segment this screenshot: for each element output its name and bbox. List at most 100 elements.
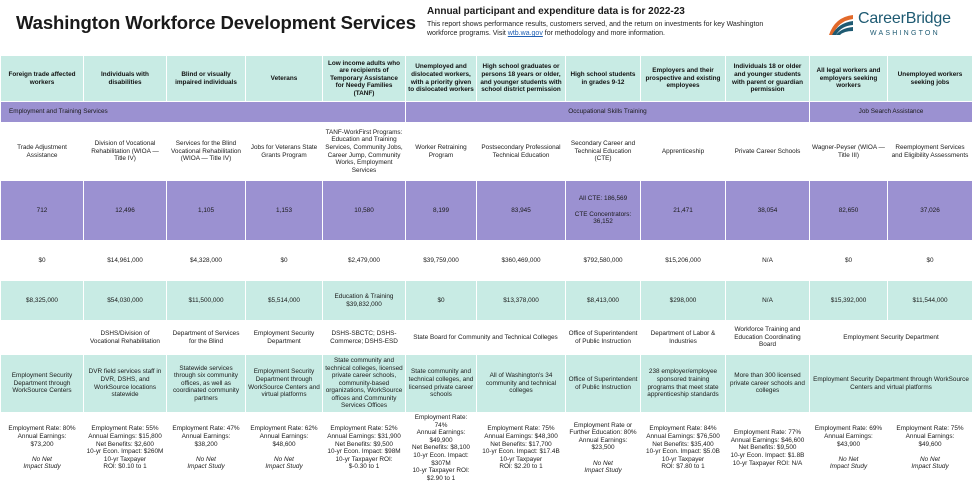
cell-line: Annual Earnings: (824, 432, 873, 440)
cell-line: 10-yr Econ. Impact: $260M (86, 448, 164, 456)
federal-funds-cell: $39,759,000 (405, 240, 477, 281)
category-occupational: Occupational Skills Training (405, 101, 810, 123)
federal-funds-cell: $2,479,000 (322, 240, 406, 281)
cell-line: Impact Study (584, 467, 622, 475)
cell-line: Net Benefits: $2,600 (96, 440, 154, 448)
page-header: Washington Workforce Development Service… (0, 0, 972, 54)
cell-line: ROI: $7.80 to 1 (661, 463, 705, 471)
cell-line: 82,650 (838, 206, 859, 214)
outcome-cell: Employment Rate: 74% Annual Earnings: $49,… (405, 411, 477, 485)
cell-line: 8,199 (433, 206, 449, 214)
note-body: This report shows performance results, c… (427, 20, 792, 38)
cell-line: Employment Rate: 52% (330, 425, 398, 433)
program-name: Wagner-Peyser (WIOA — Title III) (809, 122, 888, 181)
participants-cell: 712 (0, 180, 84, 241)
outcome-cell: Employment Rate: 52% Annual Earnings: $31… (322, 411, 406, 485)
cell-line: Annual Earnings: $76,500 (646, 432, 720, 440)
cell-line (890, 448, 970, 456)
cell-line: $49,600 (918, 440, 942, 448)
cell-line: Employment Rate or (573, 421, 633, 429)
federal-funds-cell: $0 (887, 240, 972, 281)
cell-line: ROI: $2.20 to 1 (499, 463, 543, 471)
outcome-cell: Employment Rate: 47% Annual Earnings: $38,… (166, 411, 246, 485)
delivery-cell: Employment Security Department through W… (809, 354, 972, 413)
cell-line: CTE Concentrators: (574, 210, 632, 218)
program-name: Division of Vocational Rehabilitation (W… (83, 122, 167, 181)
cell-line (812, 448, 885, 456)
col-header: Foreign trade affected workers (0, 55, 84, 102)
services-table: Foreign trade affected workers Individua… (0, 55, 972, 485)
agency-cell: Office of Superintendent of Public Instr… (565, 320, 641, 355)
agency-cell: DSHS/Division of Vocational Rehabilitati… (83, 320, 167, 355)
col-header: Individuals 18 or older and younger stud… (725, 55, 810, 102)
cell-line: $-0.30 to 1 (348, 463, 380, 471)
federal-funds-cell: $360,469,000 (476, 240, 566, 281)
state-funds-row: $8,325,000 $54,030,000 $11,500,000 $5,51… (0, 280, 972, 321)
outcome-cell: Employment Rate: 62% Annual Earnings: $48,… (245, 411, 323, 485)
agency-cell: DSHS-SBCTC; DSHS-Commerce; DSHS-ESD (322, 320, 406, 355)
participants-cell: 1,153 (245, 180, 323, 241)
cell-line (568, 203, 638, 211)
cell-line: N/A (762, 296, 773, 304)
participants-cell: 8,199 (405, 180, 477, 241)
cell-line: 10-yr Taxpayer ROI: N/A (732, 459, 803, 467)
note-heading: Annual participant and expenditure data … (427, 6, 685, 17)
cell-line: Annual Earnings: (416, 429, 466, 437)
cell-line: Impact Study (911, 463, 949, 471)
cell-line: 10-yr Econ. Impact: $17.4B (482, 448, 560, 456)
state-funds-cell: $0 (405, 280, 477, 321)
cell-line: Further Education: 80% (569, 429, 637, 437)
col-header: All legal workers and employers seeking … (809, 55, 888, 102)
state-funds-cell: $8,413,000 (565, 280, 641, 321)
participants-cell: 82,650 (809, 180, 888, 241)
bridge-logo-icon (829, 15, 853, 35)
cell-line: $38,200 (194, 440, 218, 448)
cell-line: Annual Earnings: $15,800 (88, 432, 162, 440)
cell-line: 12,496 (115, 206, 135, 214)
cell-line: Net Benefits: $35,400 (652, 440, 714, 448)
methodology-link[interactable]: wtb.wa.gov (507, 30, 543, 37)
cell-line: All CTE: 186,569 (578, 195, 628, 203)
cell-line (169, 448, 243, 456)
program-name: Jobs for Veterans State Grants Program (245, 122, 323, 181)
cell-line: $39,832,000 (346, 300, 382, 308)
cell-line: No Net (920, 455, 940, 463)
cell-line: $11,500,000 (188, 296, 224, 304)
logo-word-career: Career (858, 10, 906, 27)
cell-line: Employment Rate: 84% (649, 425, 717, 433)
col-header: Individuals with disabilities (83, 55, 167, 102)
cell-line: $8,413,000 (587, 296, 619, 304)
cell-line: Employment Rate: 75% (487, 425, 555, 433)
col-header: High school students in grades 9-12 (565, 55, 641, 102)
delivery-cell: State community and technical colleges, … (405, 354, 477, 413)
state-funds-cell: $11,544,000 (887, 280, 972, 321)
outcome-cell: Employment Rate: 80% Annual Earnings: $73,… (0, 411, 84, 485)
delivery-cell: State community and technical colleges, … (322, 354, 406, 413)
col-header: Employers and their prospective and exis… (640, 55, 726, 102)
cell-line (3, 448, 81, 456)
federal-funds-cell: $0 (0, 240, 84, 281)
logo-word-bridge: Bridge (905, 10, 951, 27)
participants-cell: 10,580 (322, 180, 406, 241)
cell-line: 10-yr Taxpayer ROI: (335, 455, 393, 463)
federal-funds-cell: $15,206,000 (640, 240, 726, 281)
cell-line: No Net (196, 455, 216, 463)
cell-line: Employment Rate: 74% (414, 414, 468, 429)
outcome-cell: Employment Rate: 84% Annual Earnings: $76… (640, 411, 726, 485)
category-employment-training: Employment and Training Services (0, 101, 406, 123)
cell-line: $307M (431, 459, 451, 467)
cell-line: Employment Rate: 77% (733, 429, 802, 437)
participants-cell: 38,054 (725, 180, 810, 241)
cell-line: 38,054 (757, 206, 778, 214)
program-name: Postsecondary Professional Technical Edu… (476, 122, 566, 181)
agency-cell-empty (0, 320, 84, 355)
delivery-cell: DVR field services staff in DVR, DSHS, a… (83, 354, 167, 413)
agency-cell: Employment Security Department (809, 320, 972, 355)
cell-line: $23,500 (591, 444, 615, 452)
federal-funds-cell: $4,328,000 (166, 240, 246, 281)
cell-line: 10-yr Taxpayer (499, 455, 543, 463)
cell-line: 1,105 (198, 206, 214, 214)
page-title: Washington Workforce Development Service… (16, 12, 416, 33)
cell-line (248, 448, 320, 456)
careerbridge-logo[interactable]: CareerBridge WASHINGTON (826, 7, 966, 49)
